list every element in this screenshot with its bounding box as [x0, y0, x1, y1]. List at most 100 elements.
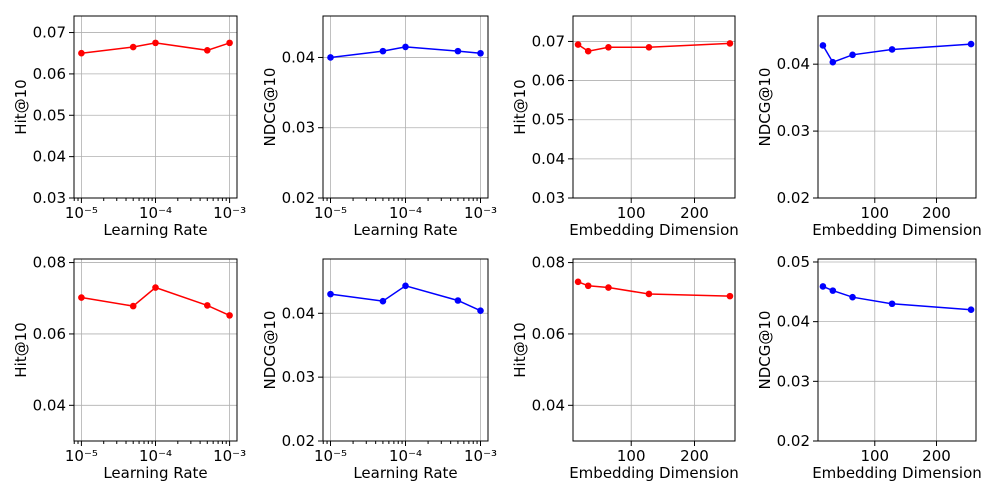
y-tick-label: 0.04: [777, 55, 810, 73]
data-point: [829, 58, 837, 66]
y-tick-label: 0.06: [532, 72, 565, 90]
data-point: [584, 282, 592, 290]
plot-frame: [572, 258, 736, 442]
y-tick-label: 0.05: [33, 106, 66, 124]
data-point: [327, 54, 334, 61]
y-tick-label: 0.03: [777, 122, 810, 140]
plot-frame: [817, 15, 977, 199]
y-tick-label: 0.04: [532, 396, 565, 414]
y-axis-label: NDCG@10: [261, 311, 279, 390]
data-point: [888, 300, 896, 308]
data-point: [152, 284, 159, 291]
y-tick-label: 0.03: [777, 372, 810, 390]
y-tick-label: 0.03: [282, 368, 315, 386]
y-tick-label: 0.06: [33, 65, 66, 83]
data-point: [203, 302, 211, 309]
chart-panel-1: 0.03 0.04 0.05 0.06 0.07 10⁻⁵ 10⁻⁴ 10⁻³ Learning…: [12, 15, 246, 239]
y-tick-label: 0.04: [777, 313, 810, 331]
data-point: [152, 39, 159, 47]
x-axis-label: Embedding Dimension: [812, 464, 982, 482]
data-point: [129, 43, 137, 51]
series-line: [577, 42, 730, 52]
y-tick-label: 0.06: [33, 325, 66, 343]
x-tick-label: 100: [617, 447, 646, 465]
x-tick-label: 100: [860, 447, 889, 465]
data-point: [819, 42, 827, 49]
x-tick-label: 200: [680, 204, 709, 222]
x-axis-label: Learning Rate: [103, 464, 207, 482]
data-point: [726, 292, 734, 300]
y-tick-label: 0.03: [532, 189, 565, 207]
data-point: [849, 51, 856, 59]
y-tick-label: 0.04: [532, 150, 565, 168]
x-axis-label: Embedding Dimension: [812, 221, 982, 239]
data-point: [849, 293, 856, 301]
x-tick-label: 200: [922, 447, 951, 465]
data-point: [129, 302, 137, 310]
y-tick-label: 0.07: [33, 24, 66, 42]
y-tick-label: 0.02: [282, 432, 315, 450]
data-point: [967, 306, 975, 314]
plot-frame: [572, 15, 736, 199]
y-tick-label: 0.02: [282, 189, 315, 207]
data-point: [605, 284, 612, 291]
data-point: [726, 40, 734, 47]
x-tick-label: 10⁻⁴: [139, 204, 172, 222]
plot-frame: [322, 258, 489, 442]
x-tick-label: 10⁻⁵: [65, 204, 98, 222]
y-axis-label: NDCG@10: [261, 68, 279, 147]
data-point: [78, 49, 85, 57]
plot-frame: [73, 15, 238, 199]
chart-panel-2: 0.02 0.03 0.04 10⁻⁵ 10⁻⁴ 10⁻³ Learning Rate NDC…: [261, 15, 497, 239]
y-tick-label: 0.07: [532, 32, 565, 50]
y-axis-label: Hit@10: [511, 322, 529, 377]
x-axis-label: Embedding Dimension: [569, 221, 739, 239]
y-tick-label: 0.04: [282, 304, 315, 322]
y-tick-label: 0.02: [777, 189, 810, 207]
x-tick-label: 10⁻³: [213, 204, 246, 222]
x-tick-label: 10⁻³: [213, 447, 246, 465]
data-point: [967, 40, 975, 48]
data-point: [574, 41, 582, 48]
data-point: [645, 290, 653, 298]
x-tick-label: 10⁻⁵: [314, 447, 347, 465]
series-line: [822, 285, 972, 311]
x-tick-label: 10⁻³: [464, 447, 497, 465]
y-tick-label: 0.05: [777, 253, 810, 271]
y-axis-label: Hit@10: [12, 322, 30, 377]
x-axis-label: Learning Rate: [353, 464, 457, 482]
data-point: [477, 307, 484, 315]
data-point: [574, 278, 582, 286]
data-point: [584, 47, 592, 55]
data-point: [402, 43, 409, 51]
chart-panel-6: 0.02 0.03 0.04 10⁻⁵ 10⁻⁴ 10⁻³ Learning Rate NDC…: [261, 258, 497, 482]
y-tick-label: 0.04: [33, 148, 66, 166]
x-axis-label: Embedding Dimension: [569, 464, 739, 482]
y-axis-label: NDCG@10: [756, 68, 774, 147]
data-point: [888, 46, 896, 53]
data-point: [379, 47, 387, 55]
x-tick-label: 10⁻⁴: [139, 447, 172, 465]
x-tick-label: 200: [922, 204, 951, 222]
y-axis-label: Hit@10: [511, 79, 529, 134]
plot-frame: [322, 15, 489, 199]
data-point: [327, 290, 334, 298]
x-tick-label: 10⁻⁵: [314, 204, 347, 222]
y-tick-label: 0.08: [532, 254, 565, 272]
plot-frame: [73, 258, 238, 442]
chart-panel-5: 0.04 0.06 0.08 10⁻⁵ 10⁻⁴ 10⁻³ Learning Rate Hit…: [12, 254, 246, 482]
y-tick-label: 0.03: [33, 189, 66, 207]
data-point: [203, 47, 211, 54]
data-point: [454, 297, 462, 304]
data-point: [226, 39, 233, 47]
data-point: [226, 312, 233, 319]
x-tick-label: 200: [680, 447, 709, 465]
y-tick-label: 0.08: [33, 254, 66, 272]
data-point: [605, 44, 612, 51]
x-tick-label: 10⁻³: [464, 204, 497, 222]
series-line: [822, 43, 972, 64]
